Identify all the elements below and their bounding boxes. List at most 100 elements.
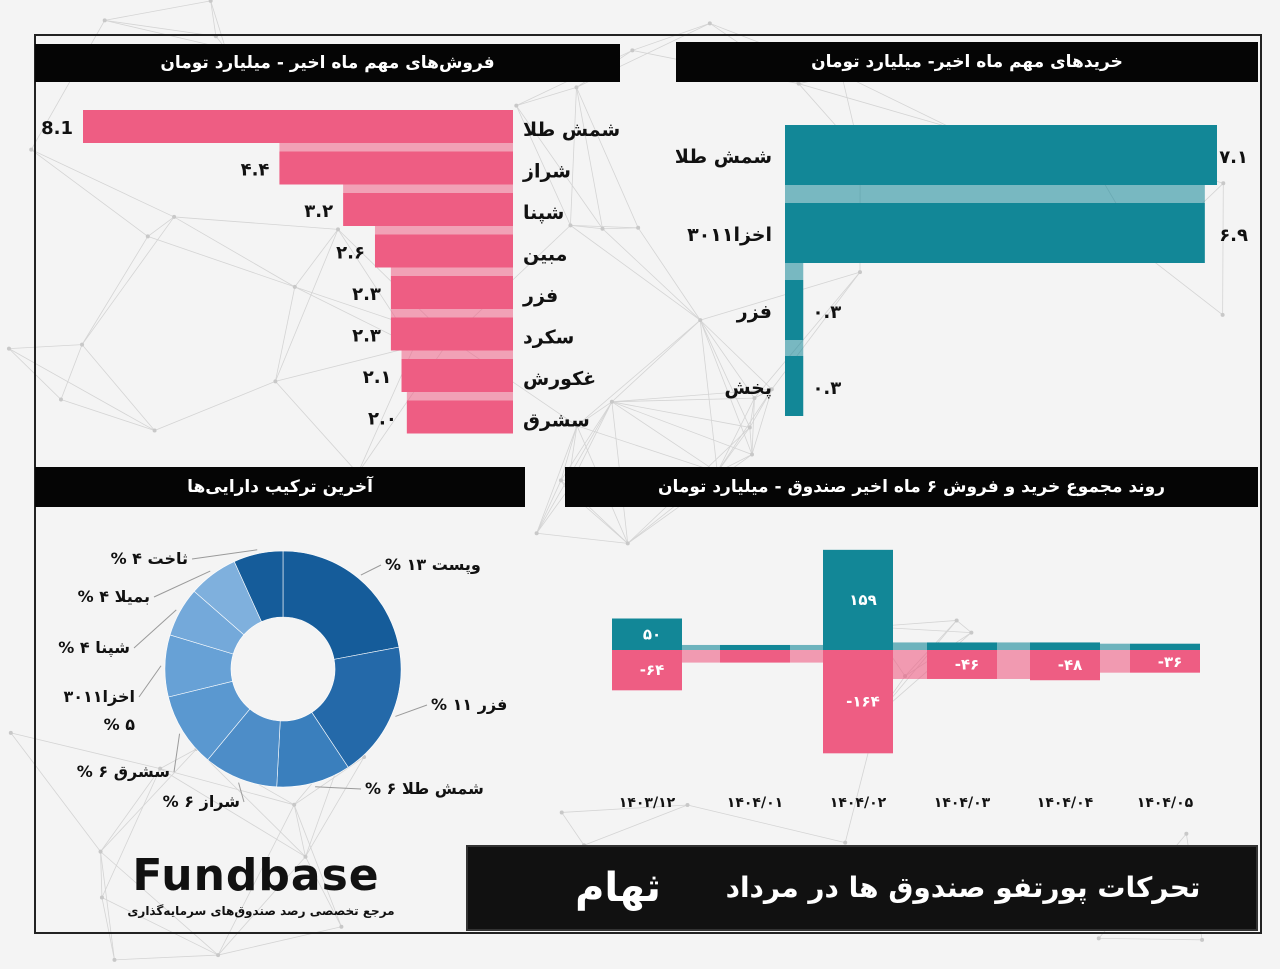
network-line [716, 397, 755, 473]
network-node [600, 226, 605, 231]
sales-chart: 8.1 شمش طلا ۴.۴ شراز ۳.۲ شپنا ۲.۶ مبین ۲.۳ فزر ۲.۳… [41, 110, 620, 434]
donut-slice-label: % ۱۱ فزر [431, 695, 507, 714]
sales-bar [374, 234, 513, 268]
purchase-value-label: ۷.۱ [1219, 147, 1248, 168]
trend-buy-connector [790, 644, 823, 650]
network-line [159, 748, 197, 769]
sales-category-label: سشرق [523, 410, 590, 432]
network-line [1146, 255, 1223, 316]
donut-slice-label: % ۴ شپنا [58, 638, 130, 658]
donut-slice-label: % ۵ [104, 715, 136, 734]
network-node [335, 227, 340, 232]
donut-leader-line [315, 786, 362, 790]
network-line [576, 425, 718, 473]
network-node [102, 18, 107, 23]
network-node [216, 953, 221, 958]
network-line [293, 756, 365, 806]
network-node [558, 478, 563, 483]
network-line [798, 83, 952, 129]
network-line [100, 851, 115, 960]
network-line [570, 224, 603, 230]
network-node [58, 397, 63, 402]
trend-buy-bar [927, 642, 997, 650]
network-node [698, 318, 703, 323]
network-line [101, 768, 161, 898]
network-line [31, 149, 175, 218]
donut-slice-label: % ۴ ثاخت [111, 549, 188, 568]
network-node [609, 399, 614, 404]
network-line [699, 319, 751, 428]
sales-value-label: ۲.۱ [363, 367, 392, 388]
network-line [700, 271, 861, 321]
network-line [561, 804, 688, 813]
network-line [699, 319, 755, 399]
network-line [275, 286, 296, 382]
purchase-bar [785, 203, 1205, 263]
trend-sell-connector [893, 650, 927, 679]
network-node [630, 48, 635, 53]
network-node [574, 85, 579, 90]
network-line [210, 0, 217, 37]
network-line [602, 227, 639, 230]
purchase-category-label: شمش طلا [676, 146, 772, 168]
sales-value-label: 8.1 [41, 118, 73, 139]
network-node [568, 223, 573, 228]
network-node [636, 225, 641, 230]
sales-bar [343, 193, 513, 226]
trend-sell-label: -۶۴ [640, 661, 665, 679]
sales-value-label: ۲.۰ [368, 409, 397, 430]
network-line [515, 105, 571, 226]
network-node [1096, 936, 1101, 941]
sales-bar [401, 359, 513, 392]
network-line [217, 804, 295, 956]
purchase-value-label: ۰.۳ [812, 302, 841, 323]
trend-buy-bar [1030, 642, 1100, 650]
network-node [99, 895, 104, 900]
trend-sell-connector [1100, 650, 1130, 673]
network-line [1098, 937, 1203, 941]
trend-x-tick-label: ۱۴۰۴/۰۳ [934, 795, 991, 811]
donut-slice-label: % ۶ سشرق [77, 762, 170, 781]
trend-sell-bar [612, 650, 682, 691]
network-node [208, 0, 213, 3]
network-line [147, 236, 295, 288]
network-line [611, 319, 701, 403]
donut-leader-line [238, 782, 245, 803]
purchases-panel-title: خریدهای مهم ماه اخیر- میلیارد تومان [676, 42, 1258, 82]
donut-leader-line [173, 733, 181, 773]
network-node [752, 396, 757, 401]
sales-value-label: ۴.۴ [241, 160, 270, 181]
network-line [210, 0, 226, 49]
donut-leader-line [191, 549, 258, 560]
purchase-bar-connector [785, 263, 804, 280]
network-line [173, 216, 295, 288]
network-line [611, 401, 753, 455]
network-node [1184, 831, 1189, 836]
sales-value-label: ۳.۲ [304, 201, 333, 222]
network-line [536, 480, 562, 534]
network-node [303, 854, 308, 859]
network-node [1220, 312, 1225, 317]
network-node [1221, 181, 1226, 186]
purchase-value-label: ۶.۹ [1219, 225, 1248, 246]
network-line [561, 812, 585, 846]
donut-slice-label: % ۱۳ وپست [385, 555, 481, 575]
sales-bar-connector [390, 309, 513, 318]
sales-category-label: شراز [522, 161, 571, 183]
network-line [100, 748, 197, 852]
network-line [611, 401, 750, 428]
network-line [699, 320, 718, 473]
purchase-bar [785, 356, 804, 416]
network-node [685, 802, 690, 807]
trend-chart: ۵۰ -۶۴ ۱۴۰۳/۱۲ ۱۴۰۴/۰۱ ۱۵۹ -۱۶۴ ۱۴۰۴/۰۲ -۴۶ ۱۴۰۴… [612, 549, 1200, 811]
network-line [275, 229, 339, 382]
fundbase-logo: Fundbase مرجع تخصصی رصد صندوق‌های سرمایه… [126, 850, 394, 930]
network-line [101, 897, 115, 960]
trend-sell-label: -۴۶ [955, 655, 980, 673]
trend-sell-connector [682, 650, 720, 663]
network-node [625, 541, 630, 546]
donut-leader-line [395, 704, 428, 717]
network-line [100, 768, 161, 852]
trend-sell-label: -۴۸ [1058, 656, 1083, 674]
network-node [152, 428, 157, 433]
